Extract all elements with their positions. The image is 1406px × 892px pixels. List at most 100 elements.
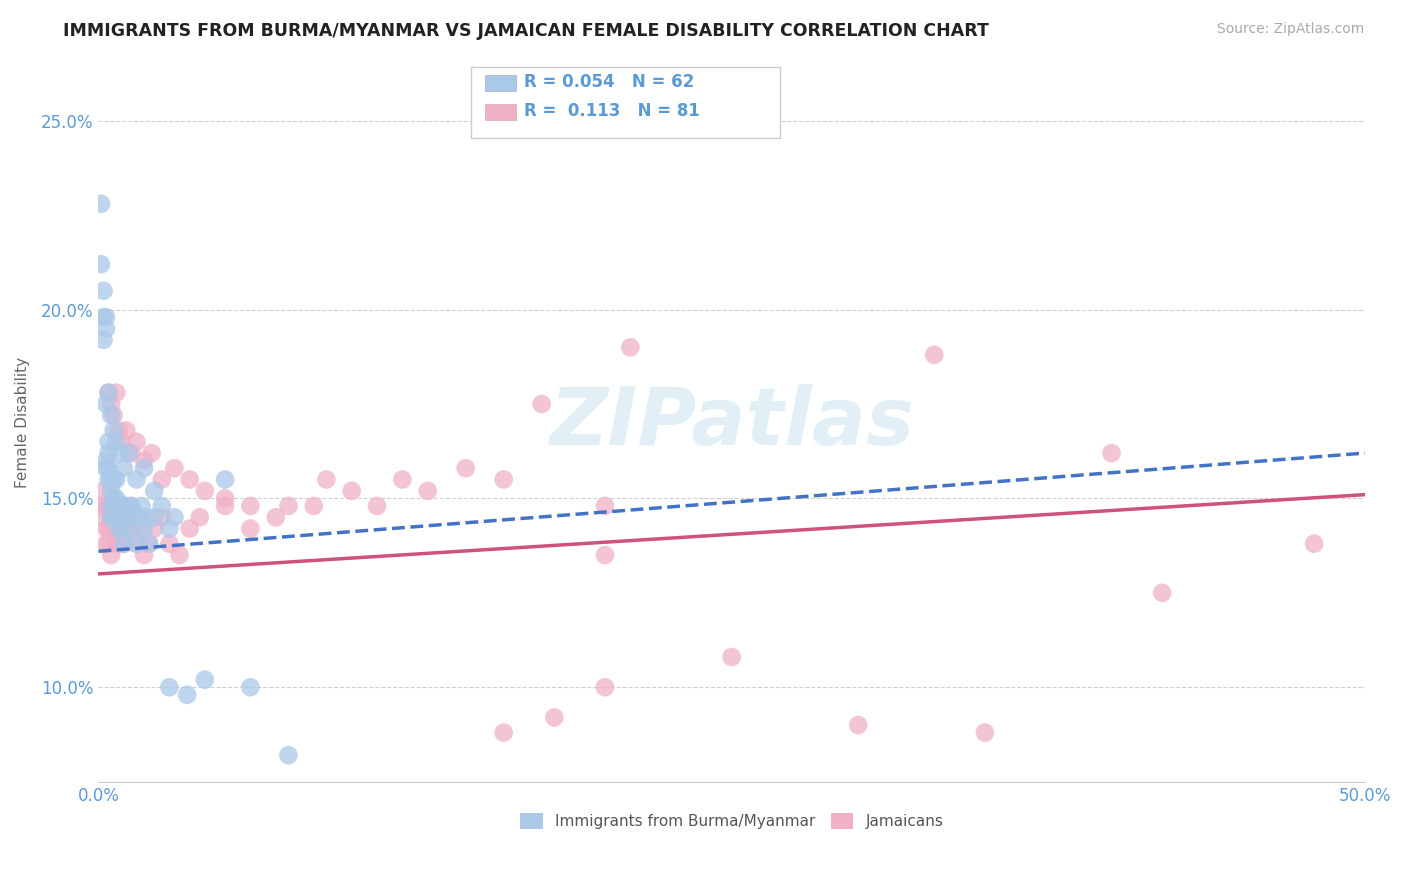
Point xyxy=(132,548,155,562)
Point xyxy=(974,725,997,739)
Point xyxy=(105,510,128,524)
Point xyxy=(103,510,125,524)
Point xyxy=(118,522,141,536)
Point xyxy=(103,491,125,506)
Point xyxy=(118,510,141,524)
Point xyxy=(100,483,122,498)
Point xyxy=(110,522,132,536)
Point xyxy=(138,537,160,551)
Point xyxy=(103,424,125,438)
Point xyxy=(97,473,120,487)
Point xyxy=(115,499,138,513)
Point xyxy=(94,321,117,335)
Point xyxy=(94,522,117,536)
Point xyxy=(264,510,287,524)
Point xyxy=(103,499,125,513)
Point xyxy=(105,510,128,524)
Point xyxy=(90,499,112,513)
Point xyxy=(141,446,163,460)
Point xyxy=(143,510,166,524)
Point xyxy=(239,499,262,513)
Point xyxy=(492,473,515,487)
Point xyxy=(94,461,117,475)
Point xyxy=(163,510,186,524)
Point xyxy=(543,710,565,724)
Point xyxy=(94,310,117,325)
Point xyxy=(157,522,180,536)
Point xyxy=(163,461,186,475)
Point xyxy=(122,522,145,536)
Point xyxy=(97,499,120,513)
Point xyxy=(112,499,135,513)
Point xyxy=(150,473,173,487)
Point xyxy=(492,725,515,739)
Point xyxy=(277,499,299,513)
Point xyxy=(239,680,262,694)
Point xyxy=(176,688,198,702)
Point xyxy=(107,522,129,536)
Point xyxy=(100,510,122,524)
Point xyxy=(132,453,155,467)
Point xyxy=(107,522,129,536)
Point xyxy=(90,196,112,211)
Point xyxy=(105,537,128,551)
Point xyxy=(97,522,120,536)
Point xyxy=(416,483,439,498)
Point xyxy=(107,499,129,513)
Point xyxy=(97,385,120,400)
Point xyxy=(179,473,201,487)
Point xyxy=(94,397,117,411)
Point xyxy=(132,522,155,536)
Point xyxy=(105,385,128,400)
Point xyxy=(150,510,173,524)
Point xyxy=(125,434,148,449)
Text: Source: ZipAtlas.com: Source: ZipAtlas.com xyxy=(1216,22,1364,37)
Point xyxy=(169,548,191,562)
Point xyxy=(179,522,201,536)
Point xyxy=(100,522,122,536)
Point xyxy=(107,446,129,460)
Point xyxy=(115,522,138,536)
Point xyxy=(94,537,117,551)
Point xyxy=(1303,537,1326,551)
Point xyxy=(1152,586,1174,600)
Point xyxy=(105,522,128,536)
Point xyxy=(391,473,413,487)
Point xyxy=(100,409,122,423)
Point xyxy=(125,537,148,551)
Point xyxy=(125,537,148,551)
Point xyxy=(112,537,135,551)
Point xyxy=(132,461,155,475)
Point xyxy=(93,483,115,498)
Point xyxy=(112,499,135,513)
Point xyxy=(103,510,125,524)
Point xyxy=(846,718,869,732)
Point xyxy=(239,522,262,536)
Point xyxy=(122,510,145,524)
Point xyxy=(366,499,388,513)
Point xyxy=(530,397,553,411)
Point xyxy=(120,446,142,460)
Text: R = 0.054   N = 62: R = 0.054 N = 62 xyxy=(524,73,695,91)
Point xyxy=(157,680,180,694)
Point xyxy=(214,499,236,513)
Point xyxy=(619,340,641,354)
Point xyxy=(110,537,132,551)
Point xyxy=(214,491,236,506)
Point xyxy=(97,385,120,400)
Legend: Immigrants from Burma/Myanmar, Jamaicans: Immigrants from Burma/Myanmar, Jamaicans xyxy=(513,806,949,835)
Point xyxy=(922,348,945,362)
Point xyxy=(103,409,125,423)
Point xyxy=(131,499,153,513)
Point xyxy=(593,680,616,694)
Point xyxy=(120,499,142,513)
Point xyxy=(135,510,157,524)
Point xyxy=(103,473,125,487)
Point xyxy=(214,473,236,487)
Text: IMMIGRANTS FROM BURMA/MYANMAR VS JAMAICAN FEMALE DISABILITY CORRELATION CHART: IMMIGRANTS FROM BURMA/MYANMAR VS JAMAICA… xyxy=(63,22,990,40)
Point xyxy=(105,434,128,449)
Point xyxy=(593,548,616,562)
Point xyxy=(97,434,120,449)
Point xyxy=(110,499,132,513)
Point xyxy=(105,473,128,487)
